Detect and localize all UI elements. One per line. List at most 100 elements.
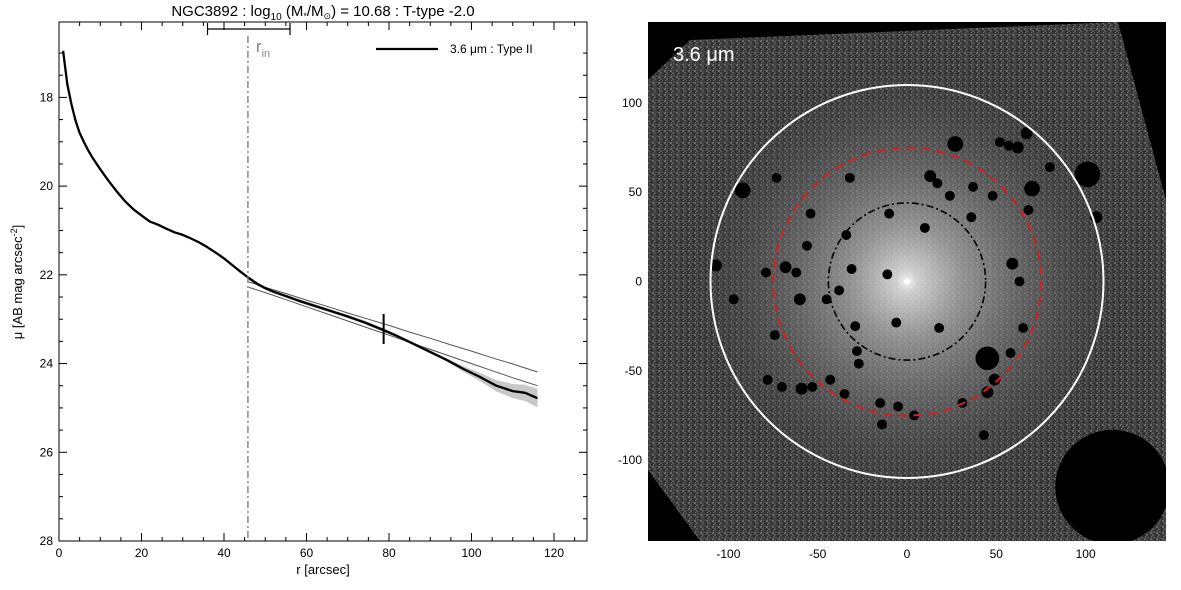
x-tick-label: 0: [56, 546, 63, 560]
source-mask: [994, 137, 1005, 148]
inner-disk-fit-line: [248, 286, 538, 387]
image-y-tick-label: 0: [635, 275, 642, 289]
source-mask: [1003, 140, 1014, 151]
x-tick-label: 60: [300, 546, 314, 560]
source-mask: [919, 222, 930, 233]
galaxy-image-panel: 3.6 μm -100 -50 0 50 100 100 50 0 -50 -100: [618, 22, 1166, 561]
source-mask: [893, 401, 904, 412]
source-mask: [839, 389, 850, 399]
profile-chart: NGC3892 : log10 (M*/M⊙) = 10.68 : T-type…: [9, 3, 588, 577]
r-in-range-bracket: [206, 23, 291, 35]
image-x-tick-label: -50: [809, 547, 827, 561]
source-mask: [1074, 161, 1101, 188]
source-mask: [966, 212, 977, 223]
source-mask: [875, 398, 886, 408]
source-mask: [1023, 205, 1034, 215]
source-mask: [834, 285, 845, 296]
source-mask: [807, 381, 818, 392]
masked-sources: [709, 127, 1103, 441]
image-y-tick-label: -100: [618, 453, 642, 467]
image-x-tick-label: 100: [1076, 547, 1096, 561]
source-mask: [944, 190, 955, 201]
source-mask: [1044, 162, 1055, 173]
x-tick-label: 120: [544, 546, 564, 560]
y-tick-label: 28: [40, 534, 54, 548]
x-axis-ticks: 0 20 40 60 80 100 120: [56, 22, 576, 560]
y-tick-label: 24: [40, 357, 54, 371]
image-y-axis-ticks: 100 50 0 -50 -100: [618, 96, 642, 467]
source-mask: [932, 178, 943, 189]
source-mask: [1024, 180, 1040, 197]
galaxy-nucleus: [904, 278, 910, 285]
source-mask: [771, 172, 782, 183]
source-mask: [762, 374, 773, 385]
source-mask: [884, 208, 895, 219]
y-axis-label: μ [AB mag arcsec-2]: [9, 225, 25, 340]
source-mask: [1018, 322, 1029, 333]
image-x-tick-label: 50: [990, 547, 1004, 561]
x-tick-label: 100: [461, 546, 481, 560]
image-x-tick-label: 0: [904, 547, 911, 561]
source-mask: [947, 136, 964, 152]
x-tick-label: 20: [135, 546, 149, 560]
y-tick-label: 18: [40, 90, 54, 104]
chart-title: NGC3892 : log10 (M*/M⊙) = 10.68 : T-type…: [171, 3, 474, 23]
source-mask: [850, 321, 861, 332]
x-tick-label: 40: [217, 546, 231, 560]
source-mask: [802, 240, 812, 251]
legend-label: 3.6 μm : Type II: [450, 42, 533, 56]
source-mask: [734, 182, 751, 199]
source-mask: [1014, 276, 1025, 287]
plot-frame: [58, 21, 588, 542]
source-mask: [1020, 127, 1033, 140]
source-mask: [1011, 141, 1024, 154]
source-mask: [760, 267, 771, 278]
source-mask: [987, 190, 998, 201]
source-mask: [975, 346, 1000, 371]
break-radius-circle: [772, 146, 1042, 417]
source-mask: [777, 381, 787, 392]
masked-large-source: [1055, 429, 1166, 541]
source-mask: [825, 374, 836, 385]
source-mask: [779, 261, 792, 274]
image-y-tick-label: 50: [629, 185, 643, 199]
source-mask: [793, 293, 806, 306]
source-mask: [988, 373, 1001, 386]
source-mask: [968, 181, 979, 192]
source-mask: [728, 294, 739, 305]
source-mask: [795, 382, 808, 395]
source-mask: [978, 430, 989, 441]
image-x-tick-label: -100: [716, 547, 740, 561]
outer-radius-circle: [709, 84, 1105, 479]
r-in-annotation: rin: [256, 37, 270, 60]
source-mask: [853, 358, 864, 369]
source-mask: [934, 322, 945, 333]
x-tick-label: 80: [382, 546, 396, 560]
source-mask: [877, 419, 887, 430]
source-mask: [844, 172, 855, 183]
y-tick-label: 22: [40, 268, 54, 282]
y-axis-ticks: 18 20 22 24 26 28: [40, 52, 587, 548]
outer-disk-fit-line: [248, 281, 538, 373]
legend: 3.6 μm : Type II: [376, 42, 533, 56]
source-mask: [805, 208, 816, 219]
image-y-tick-label: 100: [622, 96, 642, 110]
source-mask: [882, 269, 893, 280]
source-mask: [1005, 348, 1016, 358]
source-mask: [852, 346, 862, 357]
source-mask: [709, 259, 722, 272]
source-mask: [981, 386, 994, 399]
inner-isophote-circle: [827, 202, 987, 361]
source-mask: [846, 264, 857, 274]
source-mask: [1006, 257, 1019, 270]
source-mask: [841, 230, 852, 241]
x-axis-label: r [arcsec]: [296, 562, 349, 577]
image-y-tick-label: -50: [625, 364, 643, 378]
source-mask: [891, 317, 902, 328]
image-band-label: 3.6 μm: [673, 44, 735, 66]
source-mask: [769, 330, 780, 341]
source-mask: [821, 294, 832, 305]
source-mask: [791, 267, 802, 278]
y-tick-label: 26: [40, 445, 54, 459]
